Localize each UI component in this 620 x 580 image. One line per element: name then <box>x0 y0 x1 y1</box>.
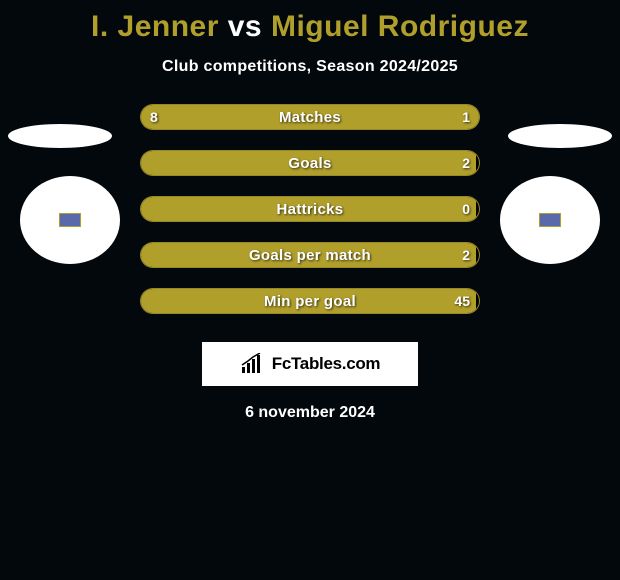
stat-row: Goals2 <box>0 150 620 196</box>
stat-row: Matches8 1 <box>0 104 620 150</box>
stat-value-right: 2 <box>462 242 470 268</box>
chart-icon <box>240 353 266 375</box>
stat-label: Hattricks <box>141 197 479 221</box>
stat-value-right: 1 <box>462 104 470 130</box>
stat-row: Goals per match2 <box>0 242 620 288</box>
stat-bar-track: Matches <box>140 104 480 130</box>
stat-value-right: 2 <box>462 150 470 176</box>
stat-value-right: 0 <box>462 196 470 222</box>
source-badge: FcTables.com <box>202 342 418 386</box>
stat-label: Min per goal <box>141 289 479 313</box>
stat-label: Matches <box>141 105 479 129</box>
stat-bar-track: Min per goal <box>140 288 480 314</box>
stat-row: Hattricks0 <box>0 196 620 242</box>
stat-bar-track: Goals <box>140 150 480 176</box>
player1-name: I. Jenner <box>91 10 219 43</box>
page-title: I. Jenner vs Miguel Rodriguez <box>0 0 620 44</box>
stat-label: Goals per match <box>141 243 479 267</box>
stat-value-right: 45 <box>454 288 470 314</box>
stats-area: Matches81Goals2Hattricks0Goals per match… <box>0 104 620 334</box>
comparison-card: I. Jenner vs Miguel Rodriguez Club compe… <box>0 0 620 580</box>
stat-row: Min per goal45 <box>0 288 620 334</box>
date-label: 6 november 2024 <box>0 404 620 422</box>
stat-bar-track: Goals per match <box>140 242 480 268</box>
source-badge-text: FcTables.com <box>272 354 381 374</box>
stat-bar-track: Hattricks <box>140 196 480 222</box>
vs-label: vs <box>228 10 262 43</box>
subtitle: Club competitions, Season 2024/2025 <box>0 58 620 76</box>
player2-name: Miguel Rodriguez <box>271 10 529 43</box>
stat-label: Goals <box>141 151 479 175</box>
stat-value-left: 8 <box>150 104 158 130</box>
